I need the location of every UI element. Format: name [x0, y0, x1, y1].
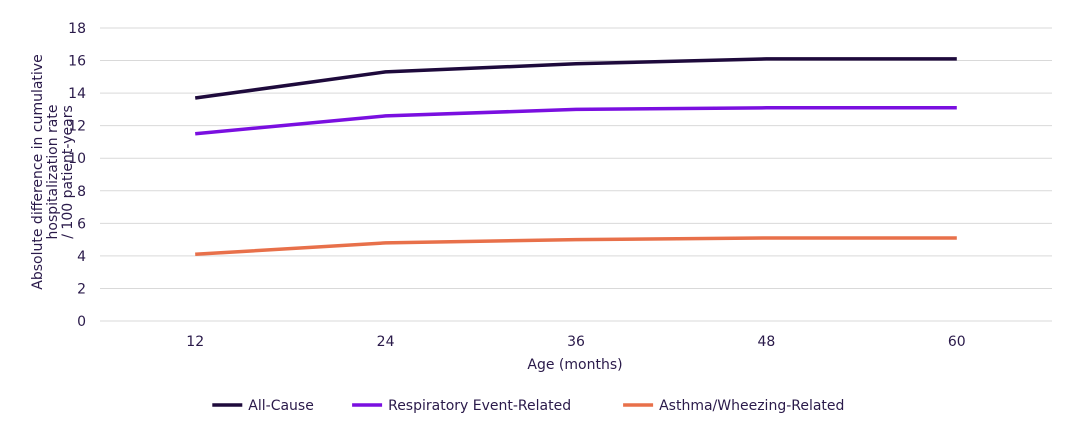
y-tick-label: 2: [77, 281, 86, 297]
y-axis-title: Absolute difference in cumulativehospita…: [30, 54, 76, 289]
y-tick-label: 10: [68, 151, 86, 167]
y-tick-label: 8: [77, 184, 86, 200]
legend: All-Cause Respiratory Event-Related Asthma…: [212, 398, 844, 414]
series-line-respiratory-event-related: [195, 106, 957, 136]
legend-label: Asthma/Wheezing-Related: [659, 398, 844, 414]
legend-label: Respiratory Event-Related: [388, 398, 571, 414]
series-line-all-cause: [194, 57, 957, 100]
series-line-asthma-wheezing-related: [195, 236, 957, 257]
y-tick-label: 6: [77, 216, 86, 232]
x-axis-ticks: 12 24 36 48 60: [186, 334, 965, 350]
x-tick-label: 12: [186, 334, 204, 350]
x-tick-label: 36: [567, 334, 585, 350]
legend-label: All-Cause: [248, 398, 314, 414]
y-axis-title-line: / 100 patient-years: [60, 105, 76, 239]
x-tick-label: 48: [757, 334, 775, 350]
y-axis-title-line: Absolute difference in cumulative: [30, 54, 46, 289]
y-tick-label: 18: [68, 21, 86, 37]
y-axis-ticks: 0 2 4 6 8 10 12 14 16 18: [68, 21, 86, 330]
legend-item: Respiratory Event-Related: [352, 398, 571, 414]
y-tick-label: 0: [77, 314, 86, 330]
y-tick-label: 4: [77, 249, 86, 265]
y-tick-label: 14: [68, 86, 86, 102]
y-tick-label: 16: [68, 54, 86, 70]
x-tick-label: 60: [948, 334, 966, 350]
y-axis-title-line: hospitalization rate: [45, 105, 61, 240]
legend-item: All-Cause: [212, 398, 314, 414]
y-tick-label: 12: [68, 119, 86, 135]
series-lines: [194, 57, 957, 257]
x-tick-label: 24: [377, 334, 395, 350]
grid-lines: [100, 27, 1052, 322]
legend-item: Asthma/Wheezing-Related: [623, 398, 844, 414]
x-axis-title: Age (months): [527, 357, 622, 373]
